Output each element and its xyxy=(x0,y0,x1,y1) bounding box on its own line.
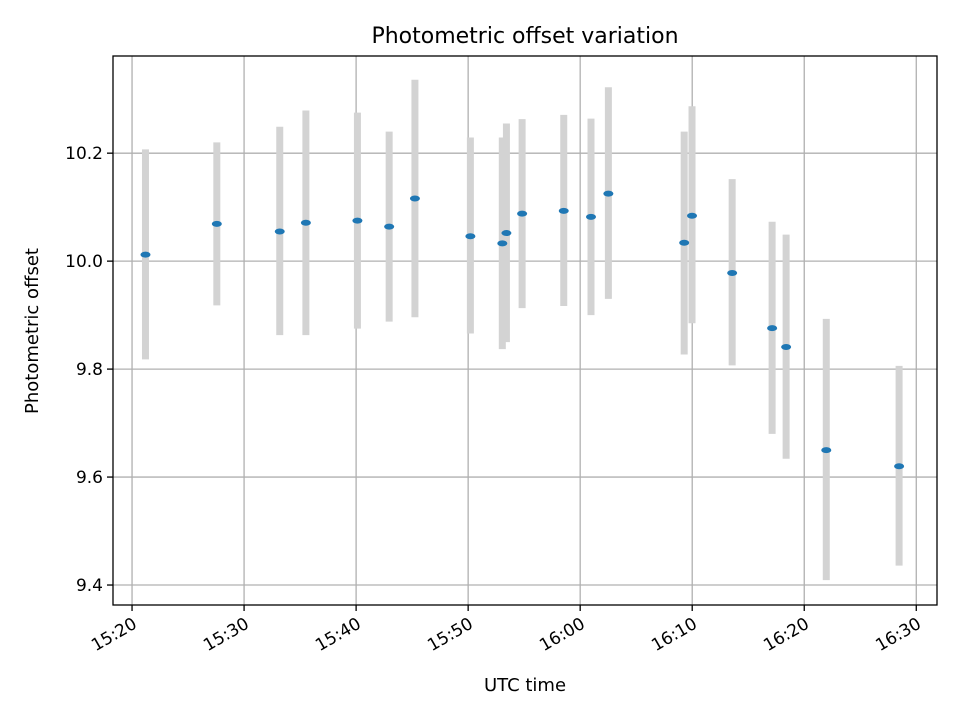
data-point xyxy=(465,233,476,240)
data-point xyxy=(679,239,690,246)
data-point xyxy=(586,213,597,220)
y-axis-label: Photometric offset xyxy=(22,248,43,414)
data-point xyxy=(687,212,698,219)
x-axis-label: UTC time xyxy=(484,675,566,696)
data-point xyxy=(517,210,528,217)
data-point xyxy=(274,228,285,235)
y-tick-label: 9.8 xyxy=(76,360,103,380)
data-point xyxy=(501,230,512,237)
data-point xyxy=(558,207,569,214)
y-tick-label: 10.2 xyxy=(65,144,103,164)
data-point xyxy=(300,219,311,226)
data-point xyxy=(384,223,395,230)
chart-title: Photometric offset variation xyxy=(371,24,678,49)
y-axis: 9.4 9.6 9.8 10.0 10.2 xyxy=(65,144,113,596)
data-point xyxy=(409,195,420,202)
y-tick-label: 9.6 xyxy=(76,468,103,488)
plot-frame xyxy=(112,55,938,606)
data-point xyxy=(603,190,614,197)
y-tick-label: 10.0 xyxy=(65,252,103,272)
data-point xyxy=(781,343,792,350)
data-point xyxy=(727,270,738,277)
data-point xyxy=(352,217,363,224)
data-point xyxy=(894,463,905,470)
data-point xyxy=(767,325,778,332)
data-points xyxy=(140,190,905,470)
data-point xyxy=(140,251,151,258)
data-point xyxy=(821,447,832,454)
data-point xyxy=(211,220,222,227)
y-tick-label: 9.4 xyxy=(76,576,103,596)
data-point xyxy=(497,240,508,247)
